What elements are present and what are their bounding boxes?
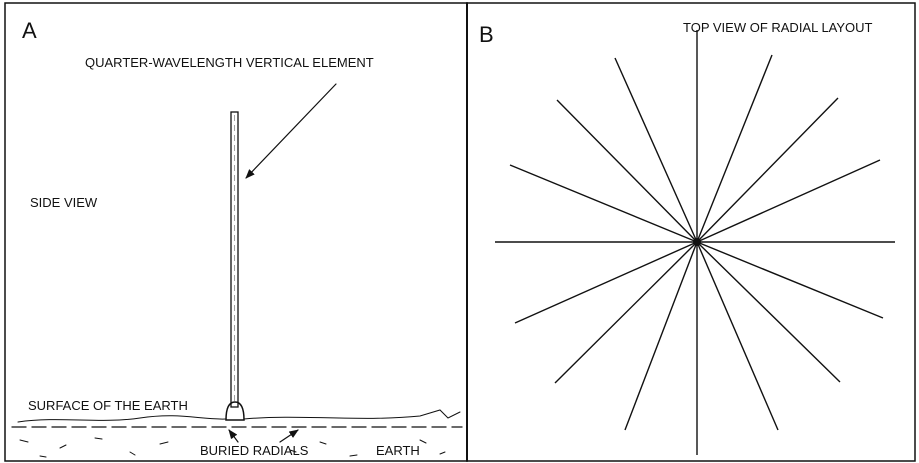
radial xyxy=(696,241,884,319)
radial xyxy=(514,241,698,324)
radials-arrow xyxy=(228,429,239,443)
surface-label: SURFACE OF THE EARTH xyxy=(28,398,188,413)
feed-point xyxy=(693,238,701,246)
radial xyxy=(696,241,841,383)
ground-surface xyxy=(17,409,461,423)
frame xyxy=(4,2,916,462)
radial xyxy=(509,164,698,243)
radial xyxy=(614,57,698,243)
earth-hatching xyxy=(19,437,446,458)
radials-label: BURIED RADIALS xyxy=(200,443,309,458)
view-label: SIDE VIEW xyxy=(30,195,98,210)
base-insulator xyxy=(225,401,245,421)
radial xyxy=(696,54,773,243)
earth-label: EARTH xyxy=(376,443,420,458)
element-label: QUARTER-WAVELENGTH VERTICAL ELEMENT xyxy=(85,55,374,70)
radial xyxy=(696,159,881,243)
radials-arrow xyxy=(279,429,299,443)
radial xyxy=(696,97,839,243)
radial xyxy=(696,241,779,431)
radial-layout xyxy=(495,30,895,455)
panel-letter: A xyxy=(22,18,37,43)
layout-title: TOP VIEW OF RADIAL LAYOUT xyxy=(683,20,873,35)
radial xyxy=(556,99,698,243)
radial xyxy=(624,241,698,431)
element-arrow xyxy=(245,83,337,179)
radial xyxy=(554,241,698,384)
vertical-element xyxy=(230,111,239,408)
panel-letter: B xyxy=(479,22,494,47)
